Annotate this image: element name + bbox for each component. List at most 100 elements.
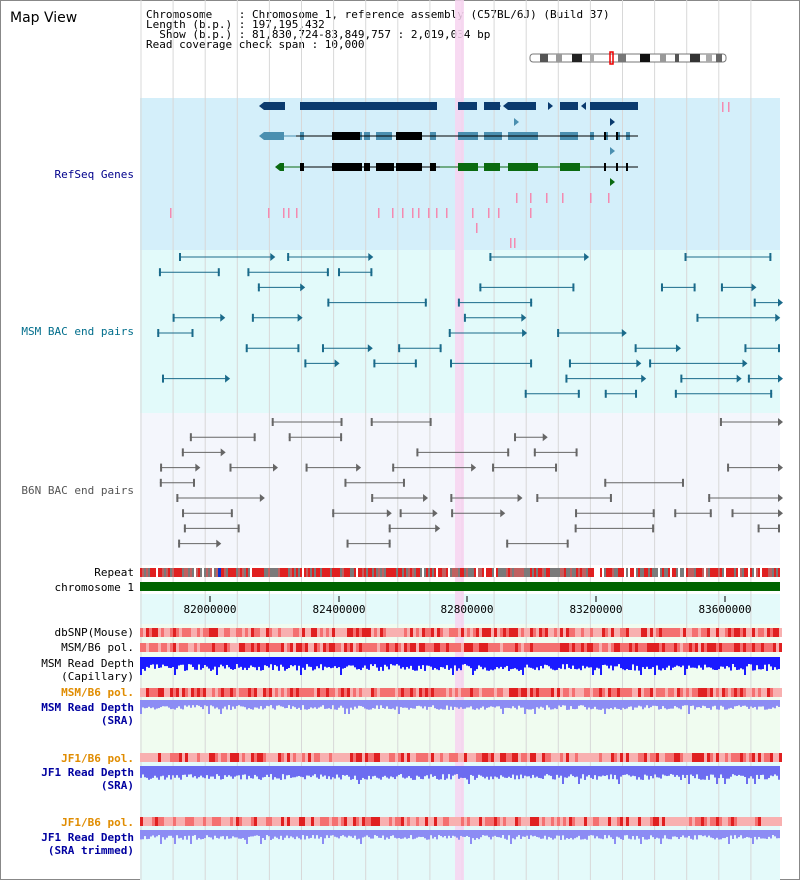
bac-end-arrow bbox=[297, 313, 303, 322]
bac-end-arrow bbox=[778, 463, 783, 472]
depth-bar bbox=[720, 830, 722, 840]
heat-cell bbox=[596, 688, 599, 697]
heat-cell bbox=[275, 643, 278, 652]
depth-bar bbox=[520, 657, 522, 670]
repeat-track[interactable] bbox=[140, 568, 780, 577]
bac-end-arrow bbox=[778, 418, 783, 426]
bac-end-arrow bbox=[775, 313, 781, 322]
depth-bar bbox=[250, 766, 252, 779]
depth-bar bbox=[460, 657, 462, 671]
refseq-gene-track[interactable] bbox=[170, 102, 730, 248]
gene-exon bbox=[508, 163, 530, 171]
heat-cell bbox=[347, 643, 350, 652]
bac-end-mark bbox=[271, 418, 274, 426]
heat-cell bbox=[533, 753, 536, 762]
depth-bar bbox=[374, 657, 376, 665]
heat-cell bbox=[602, 817, 605, 826]
depth-bar bbox=[150, 766, 152, 779]
heat-cell bbox=[188, 817, 191, 826]
repeat-segment bbox=[196, 568, 198, 577]
repeat-segment bbox=[718, 568, 720, 577]
depth-bar bbox=[590, 830, 592, 836]
depth-bar bbox=[474, 700, 476, 710]
heat-cell bbox=[734, 628, 737, 637]
label-msm-read-depth-sra-sub: (SRA) bbox=[100, 714, 134, 727]
heat-cell bbox=[263, 643, 266, 652]
repeat-segment bbox=[640, 568, 642, 577]
bac-end-mark bbox=[388, 539, 391, 548]
gene-mark bbox=[608, 193, 610, 203]
repeat-segment bbox=[684, 568, 686, 577]
heat-cell bbox=[146, 753, 149, 762]
repeat-segment bbox=[420, 568, 422, 577]
depth-bar bbox=[198, 657, 200, 665]
repeat-segment bbox=[162, 568, 164, 577]
heat-cell bbox=[437, 753, 440, 762]
depth-bar bbox=[344, 830, 346, 837]
heat-cell bbox=[626, 817, 629, 826]
heat-cell bbox=[767, 643, 770, 652]
heat-cell bbox=[338, 643, 341, 652]
repeat-segment bbox=[360, 568, 362, 577]
heat-cell bbox=[221, 688, 224, 697]
depth-bar bbox=[476, 700, 478, 709]
heat-cell bbox=[578, 753, 581, 762]
heat-cell bbox=[512, 628, 515, 637]
heat-cell bbox=[428, 628, 431, 637]
heat-cell bbox=[599, 688, 602, 697]
gene-exon bbox=[560, 163, 580, 171]
depth-bar bbox=[746, 700, 748, 707]
repeat-segment bbox=[144, 568, 146, 577]
heat-cell bbox=[200, 688, 203, 697]
depth-bar bbox=[294, 700, 296, 708]
repeat-segment bbox=[284, 568, 286, 577]
gene-exon bbox=[626, 163, 628, 171]
heat-cell bbox=[530, 753, 533, 762]
depth-bar bbox=[352, 700, 354, 710]
heat-cell bbox=[596, 817, 599, 826]
heatmap-tracks[interactable] bbox=[140, 628, 782, 826]
gene-mark bbox=[418, 208, 420, 218]
depth-bar bbox=[342, 766, 344, 775]
depth-bar bbox=[498, 766, 500, 779]
depth-bar bbox=[284, 657, 286, 671]
chromosome-bar[interactable] bbox=[140, 582, 780, 591]
depth-bar bbox=[150, 700, 152, 709]
msm-bac-track[interactable] bbox=[157, 253, 783, 398]
heat-cell bbox=[473, 688, 476, 697]
depth-bar bbox=[202, 830, 204, 839]
depth-bar bbox=[748, 657, 750, 665]
depth-bar bbox=[702, 700, 704, 706]
repeat-segment bbox=[752, 568, 754, 577]
heat-cell bbox=[758, 688, 761, 697]
repeat-segment bbox=[708, 568, 710, 577]
depth-bar bbox=[458, 657, 460, 669]
label-msm-read-depth-cap: MSM Read Depth bbox=[41, 657, 134, 670]
chromosome-ideogram[interactable] bbox=[529, 51, 727, 65]
depth-bar bbox=[372, 657, 374, 667]
chromosome-1-bar bbox=[140, 582, 780, 591]
depth-bar bbox=[374, 700, 376, 709]
b6n-bac-track[interactable] bbox=[159, 418, 783, 548]
heat-cell bbox=[692, 643, 695, 652]
depth-bar bbox=[570, 766, 572, 775]
heat-cell bbox=[779, 643, 782, 652]
read-depth-tracks[interactable] bbox=[140, 657, 780, 844]
heat-cell bbox=[467, 688, 470, 697]
depth-bar bbox=[442, 700, 444, 710]
depth-bar bbox=[282, 766, 284, 775]
depth-bar bbox=[250, 700, 252, 710]
bac-end-arrow bbox=[216, 539, 222, 548]
heat-cell bbox=[332, 753, 335, 762]
heat-cell bbox=[521, 643, 524, 652]
heat-cell bbox=[260, 628, 263, 637]
heat-cell bbox=[434, 817, 437, 826]
depth-bar bbox=[212, 700, 214, 707]
heat-cell bbox=[140, 628, 143, 637]
heat-cell bbox=[182, 688, 185, 697]
repeat-segment bbox=[736, 568, 738, 577]
depth-bar bbox=[256, 700, 258, 708]
heat-cell bbox=[500, 688, 503, 697]
heat-cell bbox=[707, 817, 710, 826]
